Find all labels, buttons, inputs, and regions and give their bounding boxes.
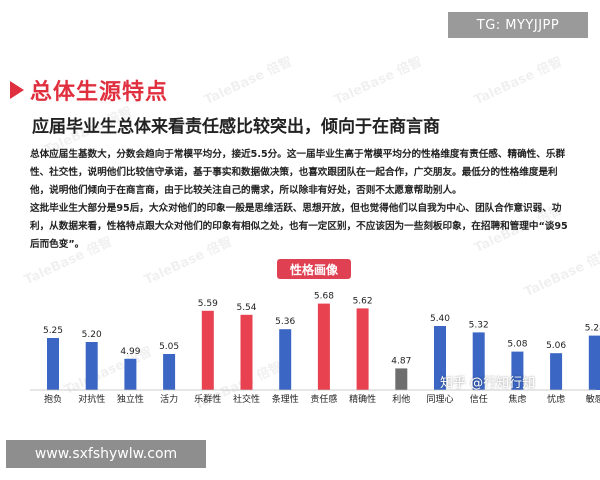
value-label: 5.59: [198, 299, 218, 309]
bar-乐群性: [201, 310, 214, 390]
bar-独立性: [124, 358, 137, 390]
category-label: 同理心: [426, 394, 453, 405]
bar-条理性: [279, 329, 292, 390]
bar-活力: [163, 354, 176, 390]
paragraph: 这批毕业生大部分是95后，大众对他们的印象一般是思维活跃、思想开放，但也觉得他们…: [30, 203, 568, 250]
bar-利他: [395, 368, 408, 390]
value-label: 5.68: [314, 292, 334, 302]
section-title: 总体生源特点: [30, 80, 169, 105]
category-label: 精确性: [349, 393, 376, 405]
bar-焦虑: [511, 351, 524, 390]
category-label: 焦虑: [508, 393, 526, 405]
category-label: 抱负: [44, 393, 62, 405]
subtitle: 应届毕业生总体来看责任感比较突出，倾向于在商言商: [32, 117, 440, 137]
category-label: 责任感: [310, 393, 337, 405]
category-label: 忧虑: [547, 393, 565, 405]
value-label: 5.25: [43, 326, 63, 336]
arrow-right-icon: [10, 81, 24, 99]
category-label: 活力: [160, 393, 178, 405]
value-label: 4.99: [120, 347, 140, 357]
category-label: 独立性: [117, 393, 144, 405]
bar-对抗性: [85, 342, 98, 390]
bar-社交性: [240, 314, 253, 390]
bar-信任: [472, 332, 485, 390]
value-label: 5.20: [82, 330, 102, 340]
bar-chart: 5.25 抱负 5.20 对抗性 4.99 独立性 5.05 活力 5.59 乐群性 5.54 社交性…: [30, 292, 600, 405]
bar-忧虑: [550, 353, 563, 390]
bar-责任感: [317, 303, 330, 390]
tg-badge: TG: MYYJJPP: [448, 12, 588, 38]
value-label: 4.87: [391, 356, 411, 366]
bar-同理心: [434, 326, 446, 390]
bar-抱负: [47, 338, 59, 390]
category-label: 社交性: [233, 393, 260, 405]
section-header: 总体生源特点: [10, 74, 168, 106]
value-label: 5.28: [585, 324, 600, 334]
watermark: TaleBase 倍智: [332, 54, 425, 109]
bar-精确性: [356, 308, 369, 390]
zhihu-watermark: 知乎 @行知行知: [440, 376, 536, 391]
value-label: 5.05: [159, 342, 179, 352]
category-label: 敏感: [586, 393, 600, 405]
category-label: 信任: [470, 393, 488, 405]
category-label: 乐群性: [194, 393, 221, 405]
value-label: 5.08: [507, 340, 527, 350]
value-label: 5.32: [469, 320, 489, 330]
value-label: 5.40: [430, 314, 450, 324]
chart-title: 性格画像: [277, 259, 351, 279]
watermark: TaleBase 倍智: [472, 54, 565, 109]
bar-敏感: [588, 335, 600, 390]
value-label: 5.54: [236, 303, 256, 313]
category-label: 条理性: [272, 393, 299, 405]
value-label: 5.62: [353, 296, 373, 306]
watermark: TaleBase 倍智: [202, 54, 295, 109]
value-label: 5.36: [275, 317, 295, 327]
paragraph: 总体应届生基数大，分数会趋向于常模平均分，接近5.5分。这一届毕业生高于常模平均…: [30, 149, 566, 196]
value-label: 5.06: [546, 341, 566, 351]
category-label: 利他: [392, 393, 410, 405]
site-footer: www.sxfshywlw.com: [6, 440, 206, 468]
category-label: 对抗性: [78, 393, 105, 405]
body-text: 总体应届生基数大，分数会趋向于常模平均分，接近5.5分。这一届毕业生高于常模平均…: [30, 146, 572, 254]
